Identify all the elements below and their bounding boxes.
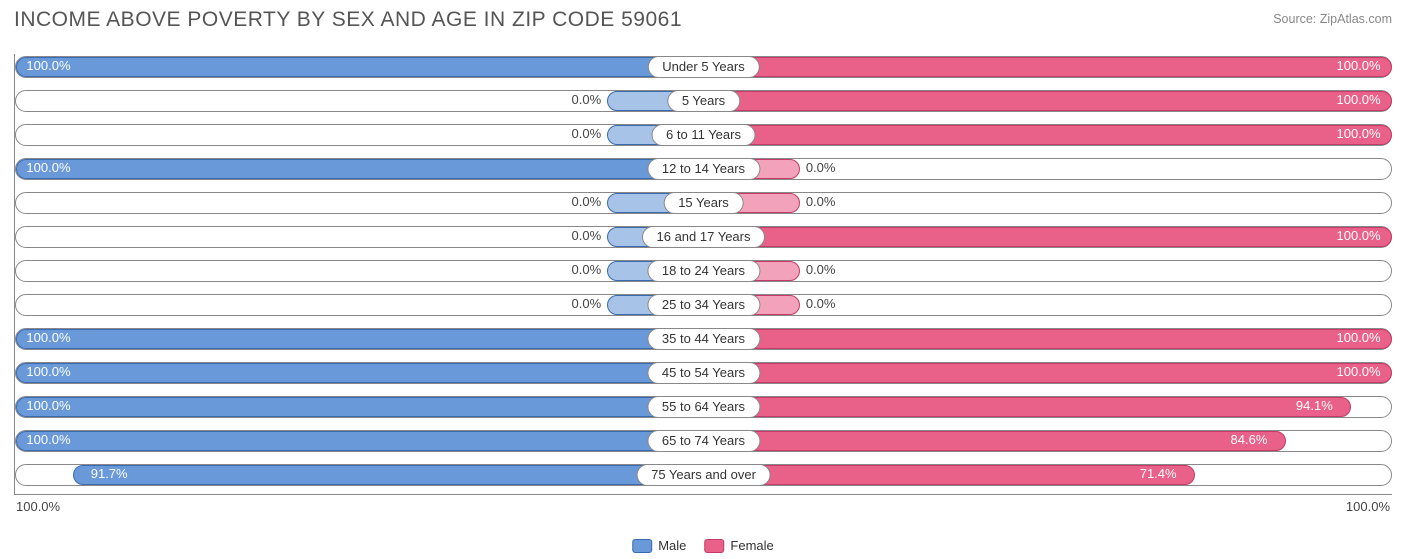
- female-bar: [704, 363, 1392, 383]
- chart-row: 100.0% 100.0% 45 to 54 Years: [15, 360, 1392, 386]
- chart-row: 0.0% 100.0% 6 to 11 Years: [15, 122, 1392, 148]
- male-value-label: 100.0%: [26, 364, 70, 379]
- female-swatch-icon: [704, 539, 724, 553]
- chart-row: 100.0% 0.0% 12 to 14 Years: [15, 156, 1392, 182]
- male-value-label: 0.0%: [572, 228, 602, 243]
- female-value-label: 0.0%: [806, 262, 836, 277]
- male-bar: [16, 363, 704, 383]
- legend-female-label: Female: [730, 538, 773, 553]
- chart-row: 100.0% 84.6% 65 to 74 Years: [15, 428, 1392, 454]
- male-value-label: 0.0%: [572, 262, 602, 277]
- female-bar: [704, 125, 1392, 145]
- male-bar: [16, 431, 704, 451]
- female-value-label: 100.0%: [1337, 126, 1381, 141]
- category-label: 35 to 44 Years: [647, 328, 760, 350]
- category-label: 75 Years and over: [636, 464, 771, 486]
- female-value-label: 84.6%: [1231, 432, 1268, 447]
- category-label: 6 to 11 Years: [651, 124, 756, 146]
- female-bar: [704, 329, 1392, 349]
- category-label: Under 5 Years: [647, 56, 759, 78]
- legend: Male Female: [632, 538, 774, 553]
- female-value-label: 94.1%: [1296, 398, 1333, 413]
- male-bar: [16, 397, 704, 417]
- category-label: 65 to 74 Years: [647, 430, 760, 452]
- male-bar: [16, 329, 704, 349]
- male-bar: [16, 57, 704, 77]
- chart-row: 0.0% 100.0% 16 and 17 Years: [15, 224, 1392, 250]
- female-value-label: 100.0%: [1337, 228, 1381, 243]
- male-bar: [16, 159, 704, 179]
- chart-title: INCOME ABOVE POVERTY BY SEX AND AGE IN Z…: [14, 8, 682, 32]
- chart-container: INCOME ABOVE POVERTY BY SEX AND AGE IN Z…: [0, 0, 1406, 559]
- female-value-label: 0.0%: [806, 160, 836, 175]
- chart-row: 100.0% 100.0% Under 5 Years: [15, 54, 1392, 80]
- category-label: 16 and 17 Years: [642, 226, 766, 248]
- female-bar: [704, 227, 1392, 247]
- male-value-label: 0.0%: [572, 194, 602, 209]
- male-bar: [73, 465, 704, 485]
- male-value-label: 0.0%: [572, 126, 602, 141]
- female-value-label: 100.0%: [1337, 58, 1381, 73]
- axis-right-label: 100.0%: [1346, 499, 1390, 514]
- category-label: 15 Years: [663, 192, 744, 214]
- category-label: 5 Years: [667, 90, 740, 112]
- female-value-label: 0.0%: [806, 296, 836, 311]
- male-value-label: 0.0%: [572, 296, 602, 311]
- female-bar: [704, 91, 1392, 111]
- female-value-label: 100.0%: [1337, 92, 1381, 107]
- chart-row: 0.0% 0.0% 18 to 24 Years: [15, 258, 1392, 284]
- female-value-label: 100.0%: [1337, 330, 1381, 345]
- header: INCOME ABOVE POVERTY BY SEX AND AGE IN Z…: [14, 8, 1392, 32]
- axis-left-label: 100.0%: [16, 499, 60, 514]
- male-swatch-icon: [632, 539, 652, 553]
- male-value-label: 100.0%: [26, 432, 70, 447]
- category-label: 25 to 34 Years: [647, 294, 760, 316]
- chart-row: 0.0% 0.0% 15 Years: [15, 190, 1392, 216]
- source-label: Source: ZipAtlas.com: [1273, 12, 1392, 26]
- male-value-label: 100.0%: [26, 160, 70, 175]
- female-value-label: 0.0%: [806, 194, 836, 209]
- legend-male-label: Male: [658, 538, 686, 553]
- male-value-label: 100.0%: [26, 58, 70, 73]
- category-label: 45 to 54 Years: [647, 362, 760, 384]
- female-bar: [704, 397, 1351, 417]
- female-bar: [704, 431, 1286, 451]
- category-label: 12 to 14 Years: [647, 158, 760, 180]
- female-value-label: 71.4%: [1140, 466, 1177, 481]
- x-axis-labels: 100.0% 100.0%: [14, 499, 1392, 514]
- legend-item-female: Female: [704, 538, 773, 553]
- chart-row: 0.0% 0.0% 25 to 34 Years: [15, 292, 1392, 318]
- male-value-label: 91.7%: [91, 466, 128, 481]
- chart-row: 0.0% 100.0% 5 Years: [15, 88, 1392, 114]
- female-value-label: 100.0%: [1337, 364, 1381, 379]
- male-value-label: 0.0%: [572, 92, 602, 107]
- female-bar: [704, 465, 1195, 485]
- female-bar: [704, 57, 1392, 77]
- chart-row: 100.0% 94.1% 55 to 64 Years: [15, 394, 1392, 420]
- category-label: 18 to 24 Years: [647, 260, 760, 282]
- chart-row: 100.0% 100.0% 35 to 44 Years: [15, 326, 1392, 352]
- legend-item-male: Male: [632, 538, 686, 553]
- category-label: 55 to 64 Years: [647, 396, 760, 418]
- male-value-label: 100.0%: [26, 330, 70, 345]
- male-value-label: 100.0%: [26, 398, 70, 413]
- chart-row: 91.7% 71.4% 75 Years and over: [15, 462, 1392, 488]
- chart-area: 100.0% 100.0% Under 5 Years 0.0% 100.0% 5 Yea…: [14, 54, 1392, 495]
